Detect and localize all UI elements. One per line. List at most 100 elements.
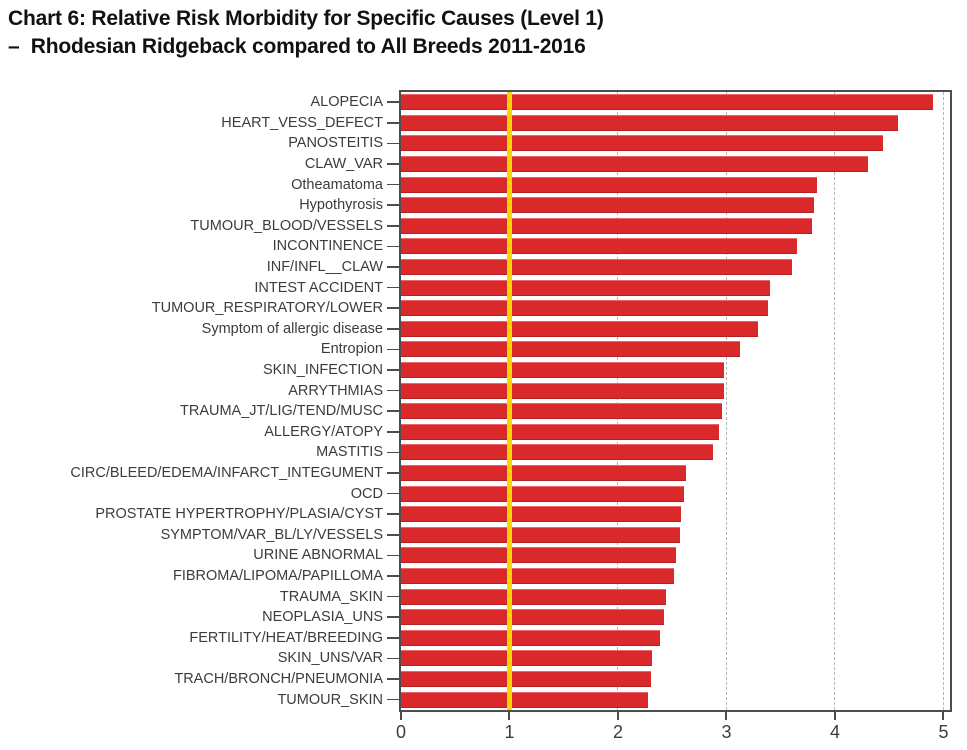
chart-title-line-1: Chart 6: Relative Risk Morbidity for Spe… [8, 7, 604, 30]
category-label: FIBROMA/LIPOMA/PAPILLOMA [172, 567, 383, 584]
bar-row [401, 401, 950, 422]
category-label: Symptom of allergic disease [201, 320, 383, 337]
bar-row [401, 380, 950, 401]
bar [401, 217, 813, 234]
category-label: SKIN_INFECTION [262, 362, 383, 379]
y-tick-mark [387, 266, 399, 268]
y-tick-mark [387, 204, 399, 207]
bar-row [401, 483, 950, 504]
bar-row [401, 463, 950, 484]
bar [401, 94, 933, 111]
bar [401, 485, 685, 502]
category-label: CIRC/BLEED/EDEMA/INFARCT_INTEGUMENT [70, 464, 383, 481]
x-tick-mark [833, 712, 836, 720]
x-tick-mark [942, 712, 945, 720]
gridline-x2 [617, 92, 619, 710]
bar [401, 506, 681, 523]
bar [401, 444, 714, 461]
y-tick-mark [387, 636, 399, 639]
category-label: PANOSTEITIS [288, 135, 383, 152]
bar-row [401, 133, 950, 154]
bar-row [401, 339, 950, 360]
y-tick-mark [387, 410, 399, 413]
y-tick-mark [387, 348, 399, 351]
y-tick-mark [387, 451, 399, 454]
bar-row [401, 442, 950, 463]
y-tick-mark [387, 389, 399, 392]
chart-title-line-2: – Rhodesian Ridgeback compared to All Br… [8, 35, 586, 58]
bar-row [401, 524, 950, 545]
bar-row [401, 586, 950, 607]
bar [401, 341, 740, 358]
category-label: TRACH/BRONCH/PNEUMONIA [174, 670, 383, 687]
y-tick-mark [387, 286, 399, 289]
y-tick-mark [387, 369, 399, 371]
bar [401, 670, 651, 687]
y-tick-mark [387, 513, 399, 516]
category-label: TUMOUR_RESPIRATORY/LOWER [151, 300, 383, 317]
bar [401, 382, 725, 399]
bar-row [401, 92, 950, 113]
bar-row [401, 174, 950, 195]
y-tick-mark [387, 554, 399, 557]
bar [401, 423, 719, 440]
y-tick-mark [387, 101, 399, 104]
y-tick-mark [387, 698, 399, 701]
bar [401, 609, 664, 626]
bar [401, 320, 758, 337]
bar [401, 526, 680, 543]
bar-row [401, 669, 950, 690]
bar-row [401, 607, 950, 628]
y-tick-mark [387, 327, 399, 330]
reference-line-x1 [506, 92, 512, 710]
category-label: INF/INFL__CLAW [266, 259, 383, 276]
bar-row [401, 648, 950, 669]
category-label: Entropion [320, 341, 383, 358]
gridline-x5 [942, 92, 944, 710]
bar [401, 547, 676, 564]
y-tick-mark [387, 533, 399, 536]
x-tick-label: 1 [504, 722, 515, 742]
bar-series [401, 92, 950, 710]
gridline-x3 [725, 92, 727, 710]
bar-row [401, 545, 950, 566]
category-label: NEOPLASIA_UNS [262, 609, 383, 626]
x-tick-label: 5 [938, 722, 949, 742]
bar-row [401, 257, 950, 278]
bar [401, 588, 666, 605]
y-tick-mark [387, 430, 399, 433]
bar [401, 259, 792, 276]
bar-row [401, 277, 950, 298]
bar-row [401, 216, 950, 237]
bar [401, 238, 798, 255]
category-label: ALOPECIA [310, 94, 383, 111]
x-tick-mark [616, 712, 619, 720]
y-tick-mark [387, 575, 399, 577]
category-label: MASTITIS [316, 444, 383, 461]
bar-row [401, 195, 950, 216]
bar-row [401, 566, 950, 587]
bar [401, 197, 815, 214]
y-tick-mark [387, 224, 399, 227]
category-label: ARRYTHMIAS [288, 382, 383, 399]
x-tick-label: 4 [829, 722, 840, 742]
bar [401, 362, 725, 379]
bar-row [401, 113, 950, 134]
bar-row [401, 154, 950, 175]
bar [401, 464, 687, 481]
bar [401, 279, 770, 296]
category-label: TUMOUR_BLOOD/VESSELS [190, 217, 383, 234]
y-tick-mark [387, 183, 399, 186]
x-tick-mark [508, 712, 511, 720]
category-label: SYMPTOM/VAR_BL/LY/VESSELS [160, 526, 383, 543]
category-label: OCD [350, 485, 383, 502]
bar [401, 135, 883, 152]
bar-row [401, 360, 950, 381]
y-tick-mark [387, 307, 399, 310]
y-tick-mark [387, 657, 399, 660]
category-label: TRAUMA_SKIN [279, 588, 383, 605]
x-tick-mark [400, 712, 402, 720]
category-label: HEART_VESS_DEFECT [221, 114, 383, 131]
y-tick-mark [387, 121, 399, 124]
y-tick-mark [387, 492, 399, 495]
